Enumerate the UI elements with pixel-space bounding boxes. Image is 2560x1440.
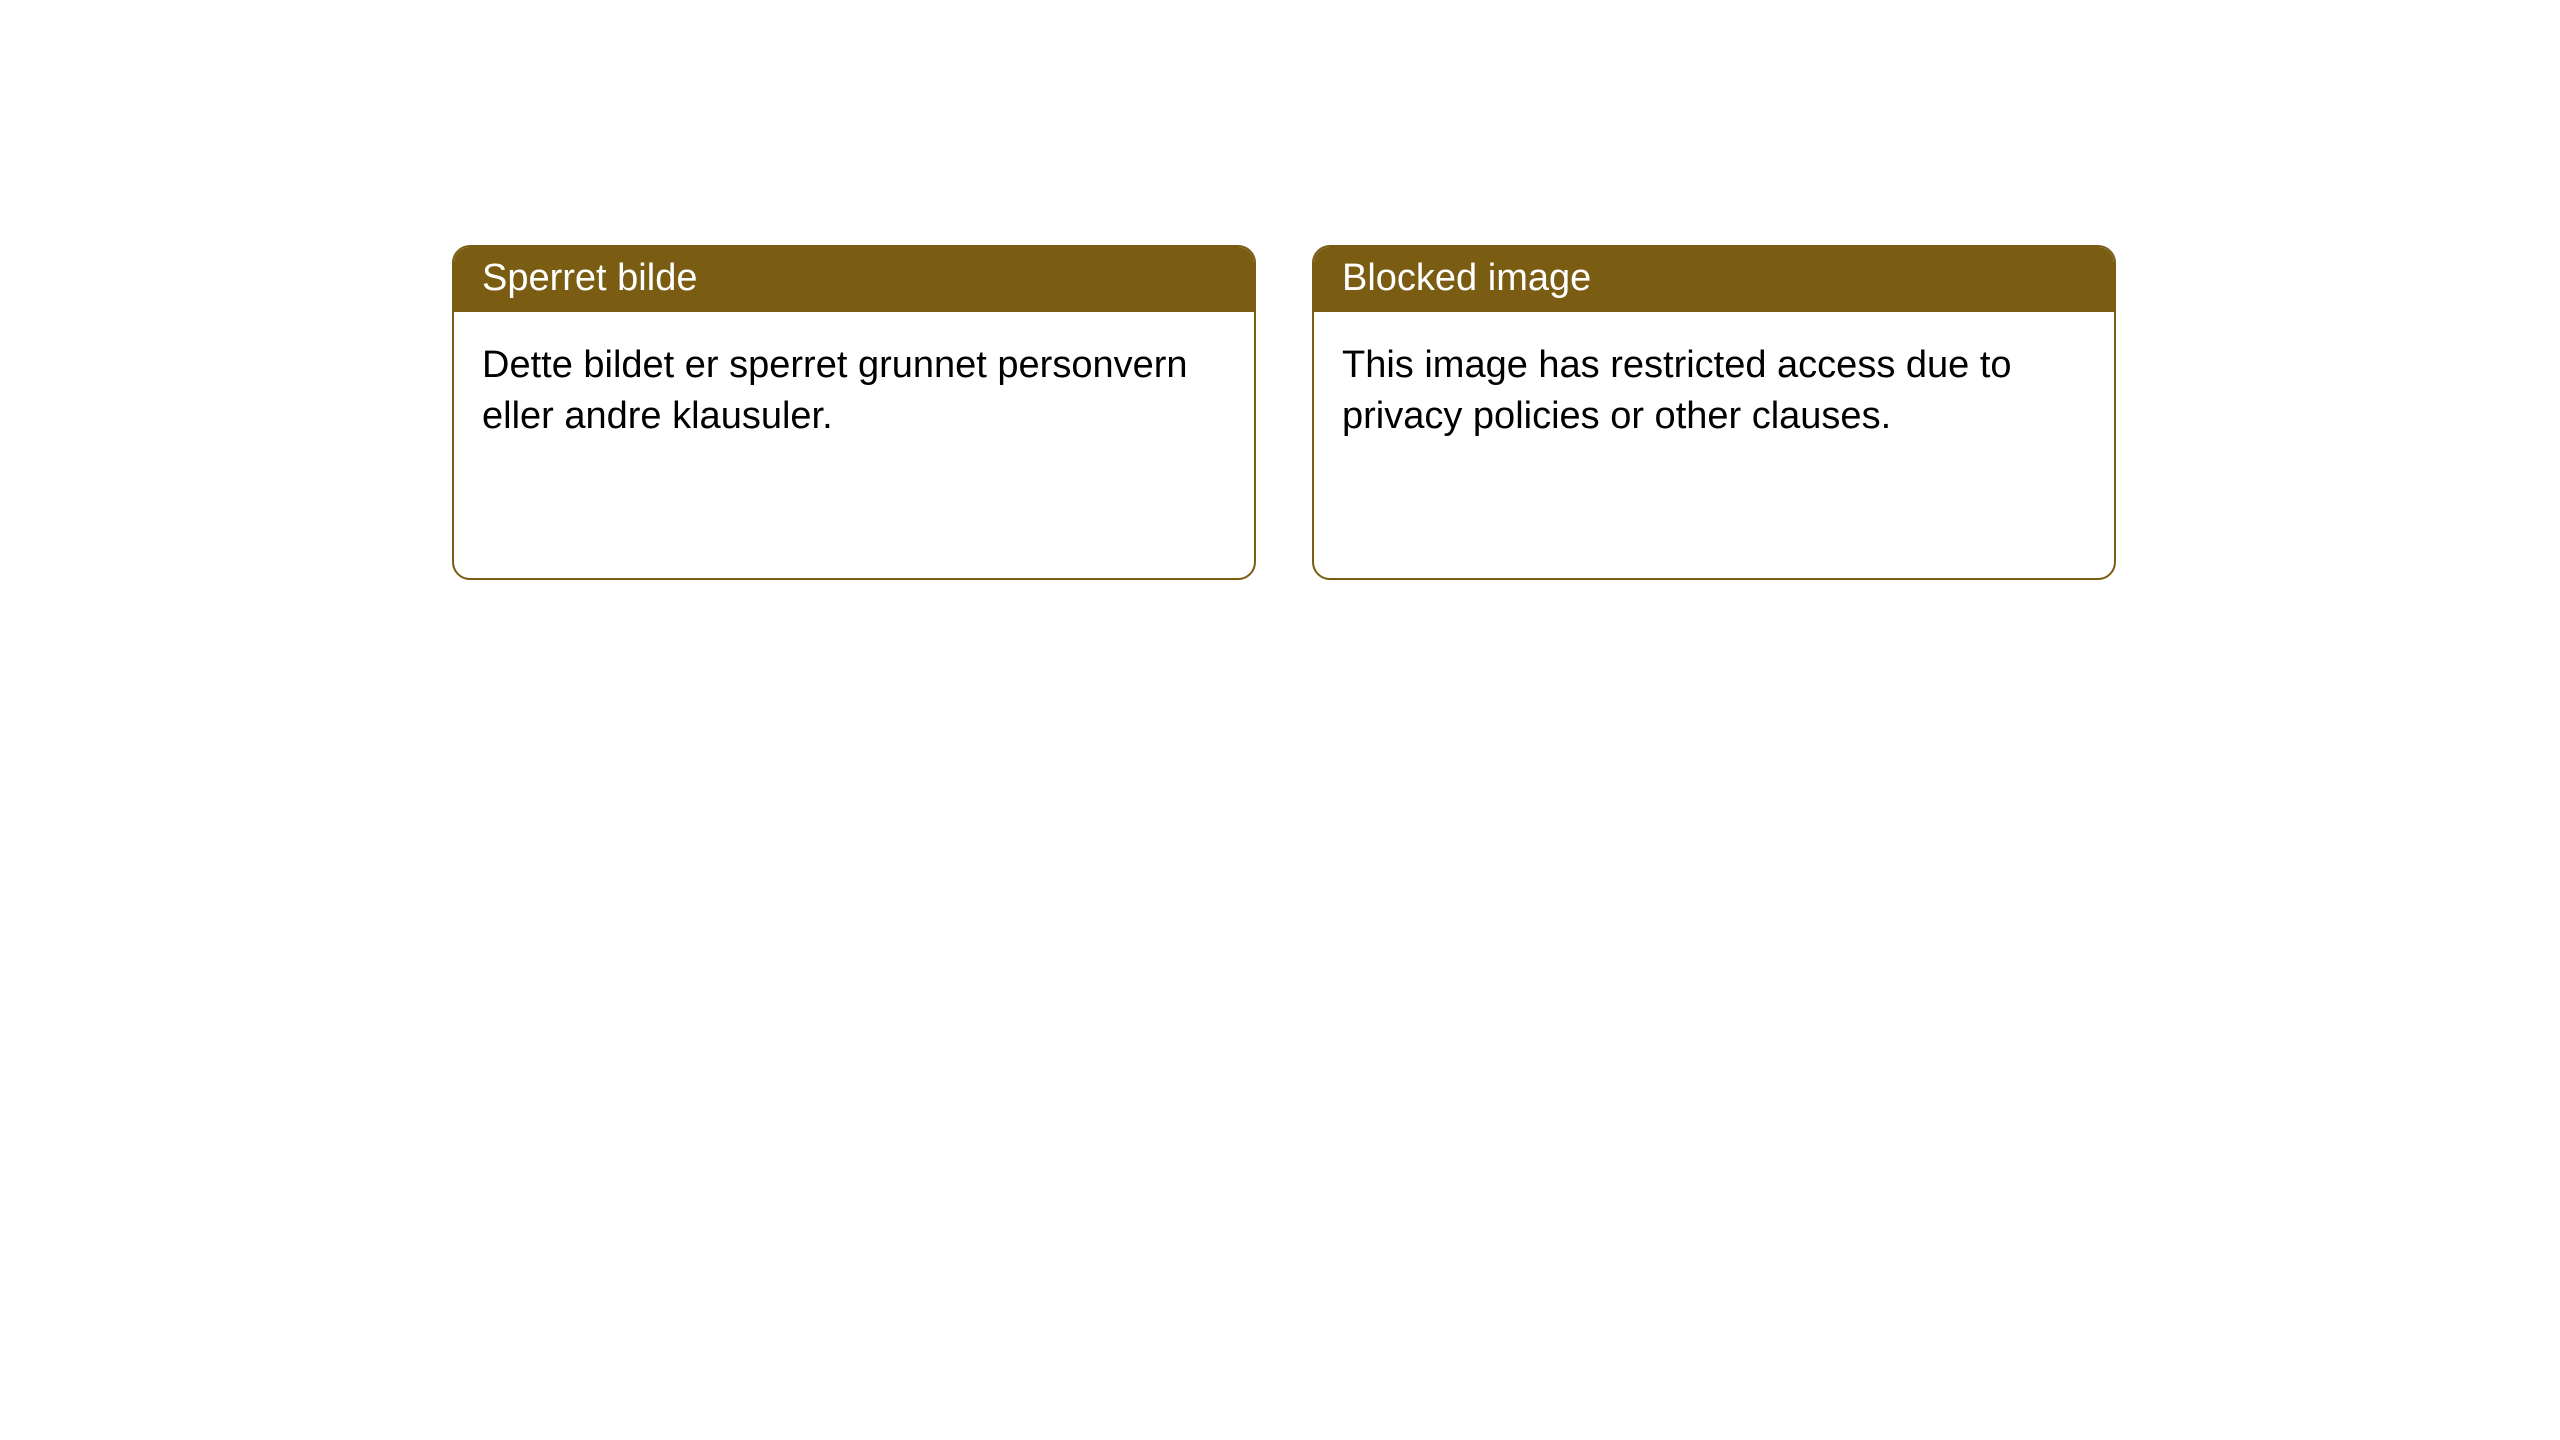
notice-card-title: Blocked image bbox=[1342, 257, 1591, 299]
notice-cards-container: Sperret bilde Dette bildet er sperret gr… bbox=[452, 245, 2560, 580]
notice-card-title: Sperret bilde bbox=[482, 257, 697, 299]
notice-card-english: Blocked image This image has restricted … bbox=[1312, 245, 2116, 580]
notice-card-body: Dette bildet er sperret grunnet personve… bbox=[454, 312, 1254, 471]
notice-card-text: This image has restricted access due to … bbox=[1342, 344, 2012, 437]
notice-card-body: This image has restricted access due to … bbox=[1314, 312, 2114, 471]
notice-card-header: Blocked image bbox=[1314, 247, 2114, 312]
notice-card-norwegian: Sperret bilde Dette bildet er sperret gr… bbox=[452, 245, 1256, 580]
notice-card-text: Dette bildet er sperret grunnet personve… bbox=[482, 344, 1188, 437]
notice-card-header: Sperret bilde bbox=[454, 247, 1254, 312]
